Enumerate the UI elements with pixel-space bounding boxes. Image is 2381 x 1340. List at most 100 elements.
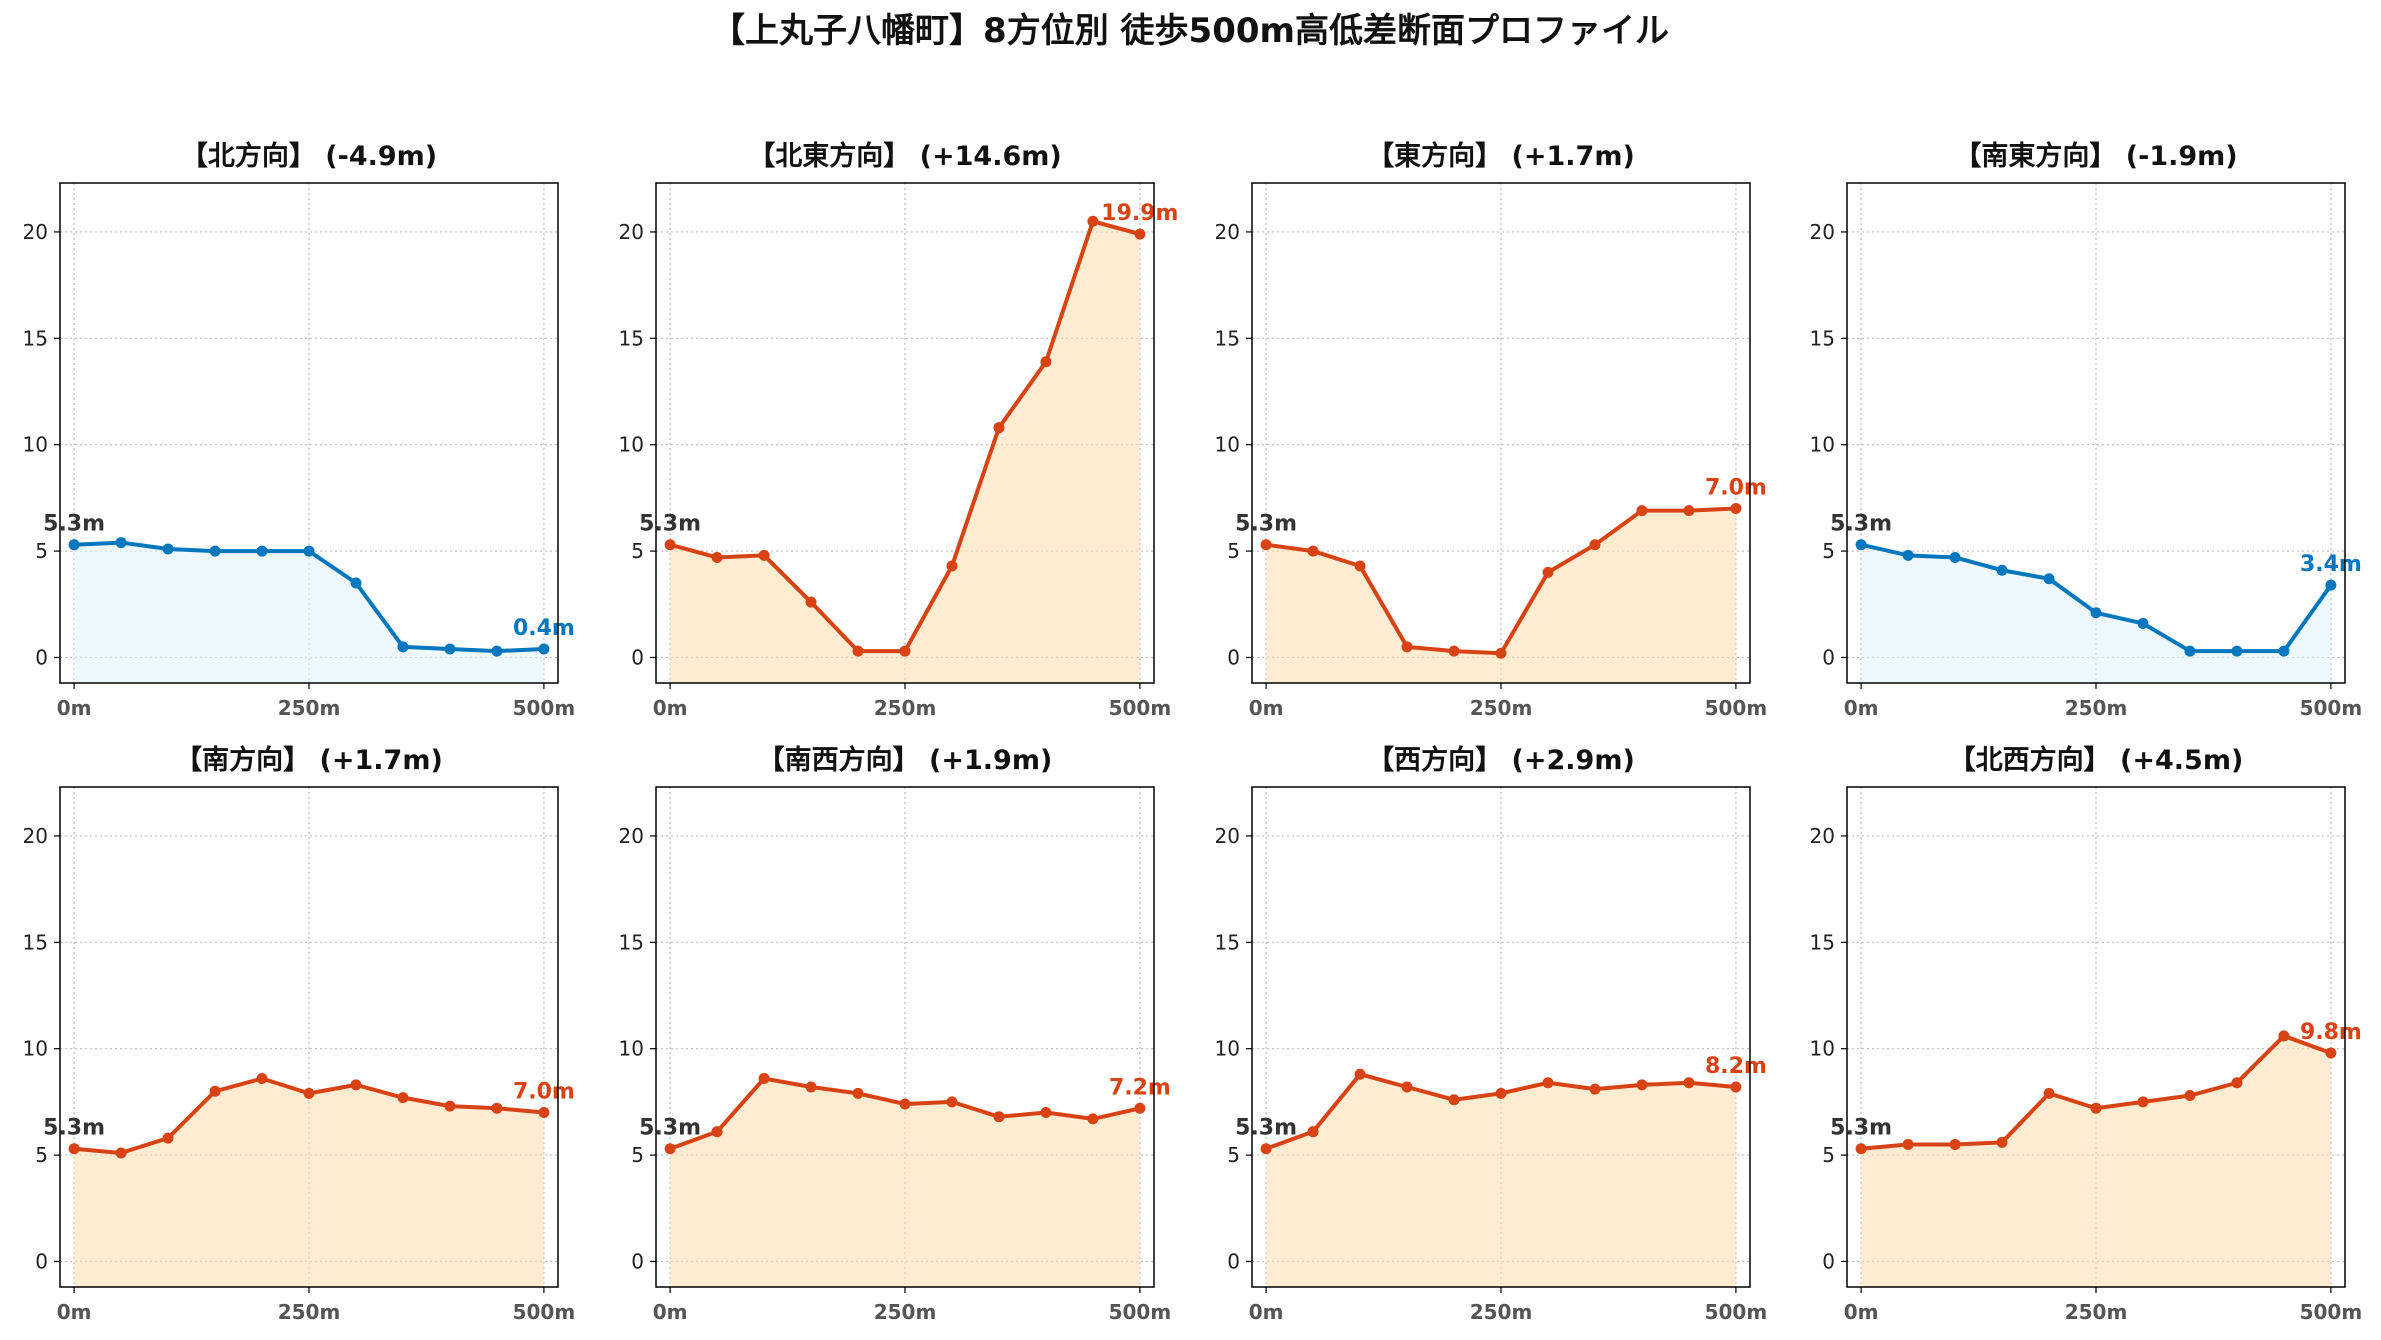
data-point: [209, 545, 221, 557]
data-point: [758, 1072, 770, 1084]
plot-frame: [1846, 182, 2346, 684]
data-point: [946, 1096, 958, 1108]
x-tick-label: 250m: [874, 696, 937, 720]
y-tick-label: 20: [619, 824, 644, 848]
start-elevation-label: 5.3m: [639, 512, 701, 537]
data-point: [1087, 1113, 1099, 1125]
data-point: [2278, 1030, 2290, 1042]
area-fill: [74, 542, 544, 683]
end-elevation-label: 19.9m: [1101, 201, 1178, 226]
y-tick-label: 0: [1227, 1249, 1240, 1273]
y-tick-label: 15: [1215, 930, 1240, 954]
y-tick-label: 5: [1822, 539, 1835, 563]
y-tick-label: 15: [619, 326, 644, 350]
panel-title: 【北方向】 (-4.9m): [181, 140, 437, 172]
data-point: [2090, 607, 2102, 619]
figure-title: 【上丸子八幡町】8方位別 徒歩500m高低差断面プロファイル: [711, 11, 1669, 51]
data-point: [1855, 1143, 1867, 1155]
data-point: [2043, 1087, 2055, 1099]
y-tick-label: 0: [631, 1249, 644, 1273]
y-tick-label: 5: [631, 1143, 644, 1167]
y-tick-label: 0: [35, 645, 48, 669]
data-point: [1542, 566, 1554, 578]
data-point: [350, 577, 362, 589]
chart-panel: 【南東方向】 (-1.9m) 0 5 10 15 20 0m 250m 500m 5.3m 3.4m: [1810, 140, 2363, 720]
data-point: [1040, 1107, 1052, 1119]
data-point: [1401, 641, 1413, 653]
y-tick-label: 20: [1810, 220, 1835, 244]
y-tick-label: 10: [1215, 433, 1240, 457]
data-point: [2137, 1096, 2149, 1108]
x-tick-label: 0m: [1844, 696, 1879, 720]
panel-title: 【東方向】 (+1.7m): [1367, 140, 1635, 172]
data-point: [397, 641, 409, 653]
x-tick-label: 250m: [874, 1300, 937, 1324]
x-tick-label: 250m: [2065, 1300, 2128, 1324]
data-point: [1307, 545, 1319, 557]
data-point: [1589, 539, 1601, 551]
y-tick-label: 0: [1227, 645, 1240, 669]
plot-frame: [655, 786, 1155, 1288]
x-tick-label: 250m: [1470, 696, 1533, 720]
data-point: [2184, 1090, 2196, 1102]
data-point: [303, 1087, 315, 1099]
data-point: [397, 1092, 409, 1104]
y-tick-label: 10: [1215, 1037, 1240, 1061]
data-point: [68, 539, 80, 551]
y-tick-label: 5: [1227, 1143, 1240, 1167]
data-point: [1902, 549, 1914, 561]
chart-panel: 【北方向】 (-4.9m) 0 5 10 15 20 0m 250m 500m 5.3m 0.4m: [23, 140, 576, 720]
y-tick-label: 20: [1215, 220, 1240, 244]
data-point: [758, 549, 770, 561]
area-fill: [670, 1078, 1140, 1287]
data-point: [256, 545, 268, 557]
data-point: [899, 1098, 911, 1110]
area-fill: [1861, 1035, 2331, 1287]
start-elevation-label: 5.3m: [639, 1116, 701, 1141]
data-point: [2090, 1102, 2102, 1114]
data-point: [946, 560, 958, 572]
y-tick-label: 5: [631, 539, 644, 563]
end-elevation-label: 3.4m: [2300, 552, 2362, 577]
data-point: [664, 539, 676, 551]
x-tick-label: 250m: [1470, 1300, 1533, 1324]
data-point: [256, 1072, 268, 1084]
x-tick-label: 500m: [1705, 1300, 1768, 1324]
area-fill: [670, 221, 1140, 684]
x-tick-label: 0m: [653, 1300, 688, 1324]
data-point: [162, 543, 174, 555]
y-tick-label: 20: [23, 824, 48, 848]
data-point: [664, 1143, 676, 1155]
area-fill: [74, 1078, 544, 1287]
start-elevation-label: 5.3m: [43, 512, 105, 537]
data-point: [444, 1100, 456, 1112]
data-point: [1730, 503, 1742, 515]
chart-panel: 【南方向】 (+1.7m) 0 5 10 15 20 0m 250m 500m 5.3m 7.0m: [23, 744, 576, 1324]
data-point: [1589, 1083, 1601, 1095]
plot-frame: [59, 182, 559, 684]
data-point: [1260, 539, 1272, 551]
end-elevation-label: 8.2m: [1705, 1054, 1767, 1079]
y-tick-label: 10: [23, 1037, 48, 1061]
data-point: [2043, 573, 2055, 585]
y-tick-label: 5: [1227, 539, 1240, 563]
start-elevation-label: 5.3m: [1235, 1116, 1297, 1141]
y-tick-label: 20: [23, 220, 48, 244]
chart-panel: 【北東方向】 (+14.6m) 0 5 10 15 20 0m 250m 500m 5.3m 19.…: [619, 140, 1179, 720]
x-tick-label: 0m: [57, 696, 92, 720]
x-tick-label: 500m: [2300, 1300, 2363, 1324]
y-tick-label: 15: [619, 930, 644, 954]
y-tick-label: 10: [1810, 433, 1835, 457]
data-point: [1949, 551, 1961, 563]
y-tick-label: 15: [23, 930, 48, 954]
data-point: [1448, 645, 1460, 657]
plot-frame: [1846, 786, 2346, 1288]
data-point: [2184, 645, 2196, 657]
panel-title: 【北東方向】 (+14.6m): [748, 140, 1061, 172]
data-point: [1730, 1081, 1742, 1093]
data-point: [993, 1111, 1005, 1123]
data-point: [1683, 1077, 1695, 1089]
data-point: [899, 645, 911, 657]
data-point: [162, 1132, 174, 1144]
data-point: [1087, 215, 1099, 227]
